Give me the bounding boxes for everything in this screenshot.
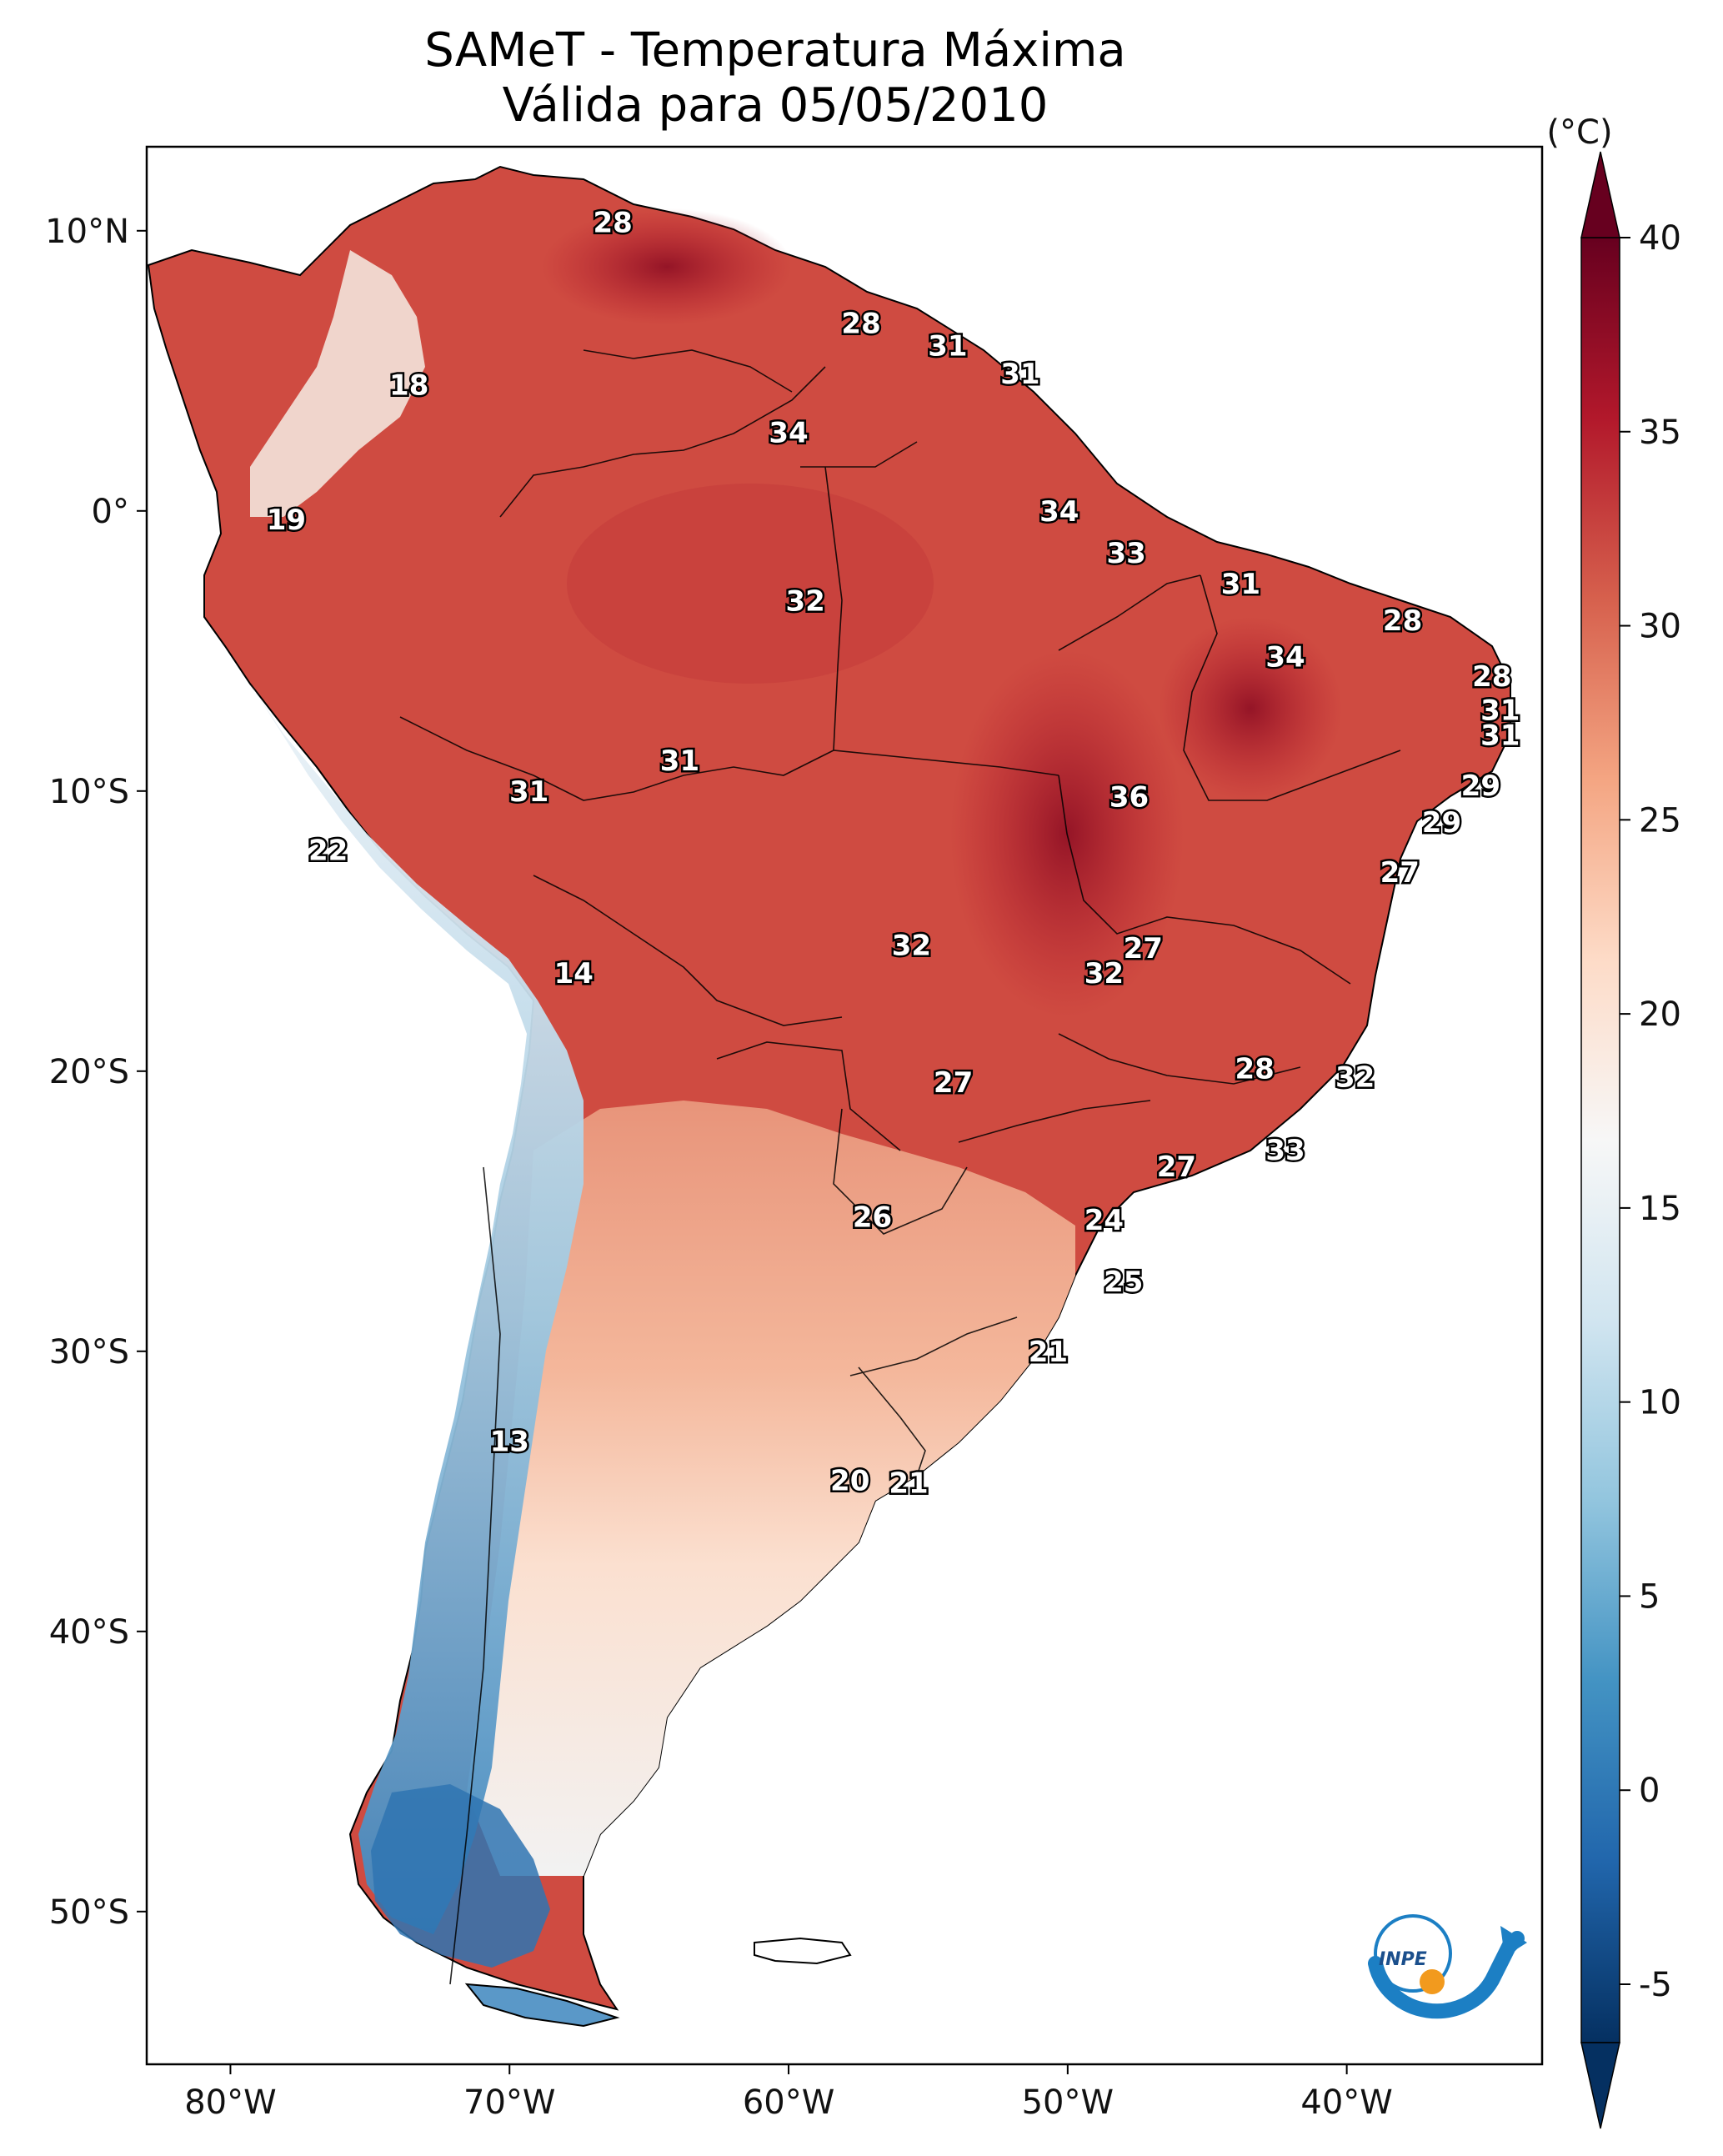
- colorbar-tick-label: 10: [1639, 1384, 1681, 1422]
- chart-title: SAMeT - Temperatura Máxima Válida para 0…: [0, 23, 1550, 133]
- lat-tick-label: 0°: [92, 493, 129, 531]
- inpe-logo-sun: [1420, 1969, 1445, 1994]
- latitude-axis: 10°N 0° 10°S 20°S 30°S 40°S 50°S: [45, 213, 147, 1932]
- temperature-label: 27: [1157, 1151, 1196, 1184]
- colorbar-tick-label: 5: [1639, 1577, 1660, 1616]
- colombia-highlands: [250, 250, 425, 517]
- temperature-label: 31: [1480, 694, 1520, 727]
- map-area: [147, 165, 1511, 2028]
- inpe-logo: INPE: [1368, 1914, 1527, 2019]
- colorbar-tick-label: 15: [1639, 1190, 1681, 1228]
- temperature-label: 31: [509, 775, 548, 809]
- temperature-label: 32: [1084, 957, 1124, 990]
- colorbar-ticks: 40 35 30 25 20 15 10 5 0 -5: [1620, 219, 1681, 2004]
- lat-tick-label: 10°N: [45, 213, 129, 251]
- temperature-label: 33: [1265, 1134, 1305, 1167]
- colorbar-tick-label: 40: [1639, 219, 1681, 258]
- lon-tick-label: 70°W: [463, 2083, 555, 2122]
- temperature-label: 33: [1106, 537, 1145, 570]
- temperature-label: 32: [1335, 1061, 1375, 1095]
- temperature-label: 27: [934, 1066, 973, 1100]
- temperature-label: 34: [1265, 641, 1305, 674]
- colorbar-tick-label: 25: [1639, 801, 1681, 840]
- title-line-2: Válida para 05/05/2010: [502, 78, 1049, 133]
- lon-tick-label: 80°W: [184, 2083, 276, 2122]
- temperature-label: 22: [308, 834, 348, 867]
- southern-cone-region: [467, 1101, 1075, 1876]
- temperature-label: 31: [928, 330, 967, 364]
- hot-core-amazon: [567, 484, 934, 684]
- temperature-label: 20: [830, 1464, 869, 1497]
- lat-tick-label: 10°S: [49, 773, 129, 811]
- country-borders: [399, 349, 1401, 1985]
- lat-tick-label: 30°S: [49, 1333, 129, 1371]
- lon-tick-label: 60°W: [743, 2083, 834, 2122]
- colorbar-unit: (°C): [1546, 113, 1612, 152]
- temperature-label: 27: [1380, 856, 1420, 890]
- colorbar-tick-label: 30: [1639, 608, 1681, 646]
- temperature-label: 13: [490, 1425, 529, 1458]
- longitude-axis: 80°W 70°W 60°W 50°W 40°W: [184, 2064, 1393, 2122]
- temperature-label: 34: [1039, 495, 1079, 529]
- temperature-label: 25: [1104, 1266, 1143, 1299]
- temperature-label: 21: [889, 1467, 928, 1501]
- hot-core-northeast: [1159, 617, 1342, 800]
- temperature-label: 36: [1109, 781, 1149, 815]
- temperature-label: 28: [1472, 660, 1511, 694]
- lon-tick-label: 50°W: [1022, 2083, 1114, 2122]
- temperature-label: 28: [593, 207, 632, 240]
- temperature-label: 31: [1000, 358, 1039, 391]
- temperature-label: 24: [1084, 1204, 1124, 1237]
- lat-tick-label: 40°S: [49, 1613, 129, 1652]
- map-frame: [145, 145, 1544, 2066]
- lon-tick-label: 40°W: [1300, 2083, 1392, 2122]
- temperature-label: 28: [841, 308, 880, 341]
- temperature-label: 32: [785, 584, 824, 618]
- temperature-label: 26: [853, 1201, 892, 1235]
- temperature-label: 28: [1383, 604, 1422, 638]
- temperature-label: 18: [389, 369, 428, 403]
- tierra-del-fuego: [464, 1983, 620, 2028]
- temperature-label: 21: [1029, 1336, 1068, 1369]
- temperature-label: 27: [1124, 932, 1163, 965]
- inpe-logo-ring: [1374, 1914, 1452, 1993]
- andes-cold-region: [250, 684, 584, 1934]
- inpe-logo-arrow: [1500, 1926, 1527, 1957]
- title-line-1: SAMeT - Temperatura Máxima: [424, 23, 1126, 78]
- temperature-label: 31: [1480, 720, 1520, 753]
- colorbar: (°C) 40 35 30 25 20 15 10 5 0 -5: [1546, 113, 1681, 2129]
- lat-tick-label: 50°S: [49, 1893, 129, 1932]
- colorbar-top-arrow: [1580, 151, 1620, 238]
- patagonia-cold-region: [371, 1784, 550, 1968]
- colorbar-tick-label: 20: [1639, 995, 1681, 1034]
- temperature-label: 28: [1235, 1052, 1274, 1086]
- temperature-label: 32: [892, 930, 931, 963]
- temperature-label: 19: [267, 504, 306, 537]
- temperature-label: 31: [660, 745, 699, 778]
- temperature-label: 14: [554, 957, 594, 990]
- temperature-label: 31: [1221, 568, 1260, 601]
- colorbar-bottom-arrow: [1580, 2042, 1620, 2129]
- colorbar-tick-label: 35: [1639, 414, 1681, 452]
- colorbar-tick-label: -5: [1639, 1966, 1672, 2004]
- temperature-label: 34: [769, 417, 808, 450]
- inpe-logo-arc: [1368, 1931, 1525, 2019]
- falkland-islands: [754, 1937, 852, 1965]
- colorbar-tick-label: 0: [1639, 1772, 1660, 1810]
- hot-core-venezuela: [542, 208, 792, 325]
- lat-tick-label: 20°S: [49, 1053, 129, 1091]
- colorbar-gradient: [1580, 237, 1620, 2043]
- temperature-label: 29: [1422, 806, 1461, 840]
- temperature-label: 29: [1461, 770, 1500, 803]
- inpe-logo-text: INPE: [1379, 1949, 1427, 1970]
